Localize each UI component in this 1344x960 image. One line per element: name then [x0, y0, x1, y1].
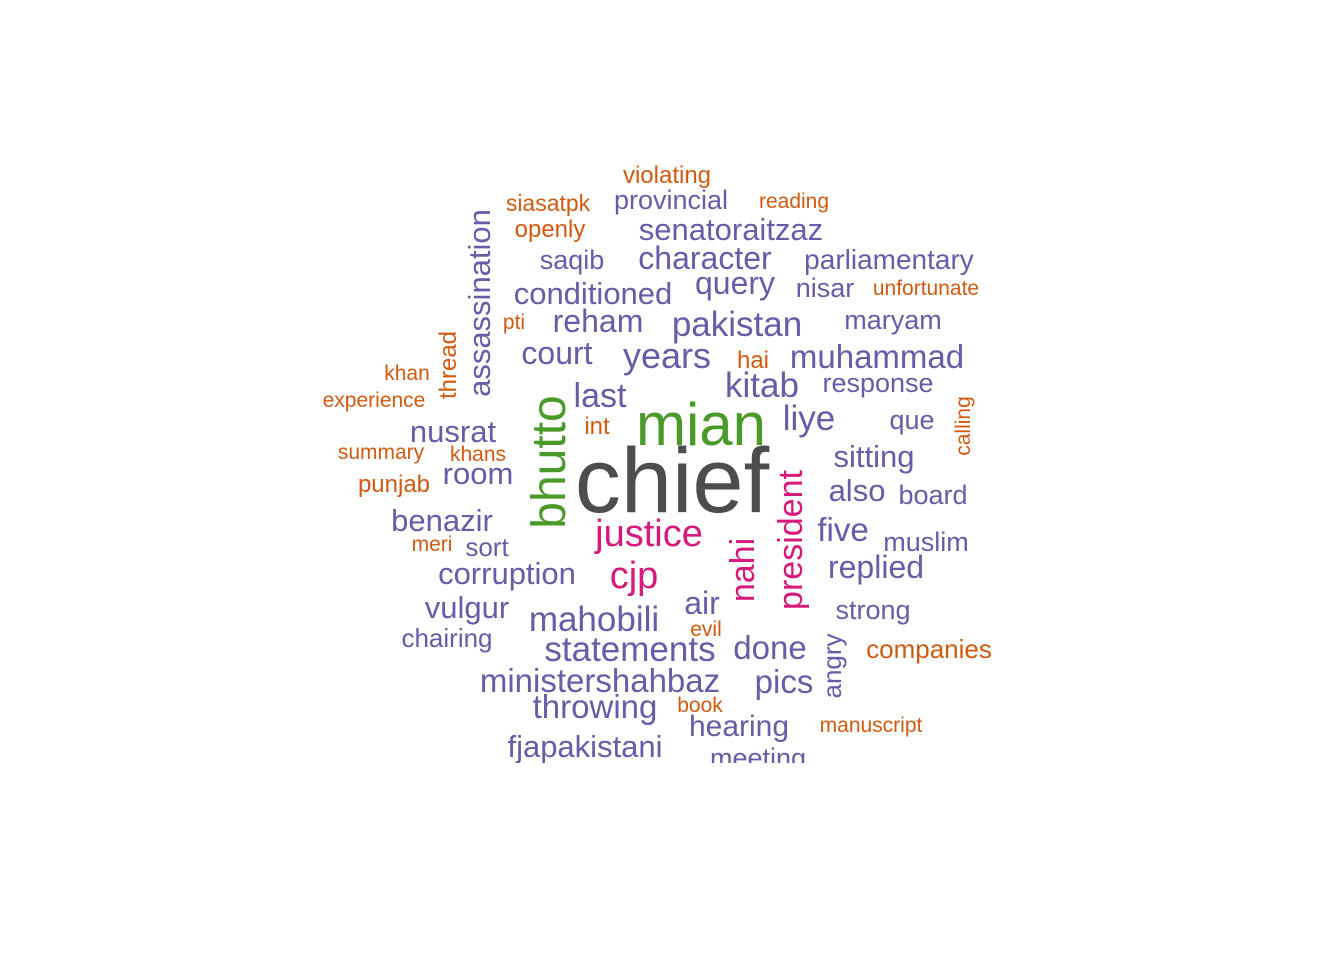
word-corruption: corruption — [438, 556, 576, 591]
word-five: five — [817, 511, 868, 548]
word-chief: chief — [575, 430, 770, 532]
word-manuscript: manuscript — [820, 714, 923, 737]
word-openly: openly — [515, 216, 586, 243]
word-also: also — [829, 473, 886, 508]
word-ministershahbaz: ministershahbaz — [480, 662, 720, 699]
word-replied: replied — [828, 549, 924, 585]
word-violating: violating — [623, 162, 711, 189]
word-khans: khans — [450, 443, 506, 466]
word-done: done — [733, 629, 806, 666]
word-meeting: meeting — [710, 743, 806, 773]
word-sitting: sitting — [834, 439, 915, 474]
word-calling: calling — [952, 396, 975, 456]
word-president: president — [772, 470, 810, 610]
word-saqib: saqib — [540, 245, 605, 275]
word-years: years — [623, 335, 711, 376]
word-cjp: cjp — [610, 555, 659, 597]
word-kitab: kitab — [725, 366, 799, 405]
word-bhutto: bhutto — [523, 395, 576, 528]
word-fjapakistani: fjapakistani — [507, 729, 662, 764]
word-air: air — [684, 585, 720, 621]
word-vulgur: vulgur — [425, 590, 509, 625]
word-justice: justice — [594, 513, 703, 555]
word-response: response — [822, 368, 933, 398]
word-provincial: provincial — [614, 185, 728, 215]
word-muslim: muslim — [883, 527, 969, 557]
word-room: room — [443, 456, 514, 491]
word-khan: khan — [384, 362, 430, 385]
word-strong: strong — [835, 595, 910, 625]
word-unfortunate: unfortunate — [873, 277, 979, 300]
word-pakistan: pakistan — [672, 305, 802, 344]
word-court: court — [521, 335, 592, 371]
word-reading: reading — [759, 190, 829, 213]
word-nusrat: nusrat — [410, 414, 497, 449]
word-hearing: hearing — [689, 710, 789, 743]
word-assassination: assassination — [462, 209, 497, 397]
word-benazir: benazir — [391, 503, 493, 538]
word-sort: sort — [465, 532, 509, 562]
word-reham: reham — [553, 303, 644, 339]
word-nahi: nahi — [724, 538, 762, 602]
word-summary: summary — [338, 441, 425, 464]
word-senatoraitzaz: senatoraitzaz — [639, 212, 823, 247]
word-nisar: nisar — [796, 273, 855, 303]
word-chairing: chairing — [401, 623, 492, 653]
word-thread: thread — [435, 331, 462, 399]
word-liye: liye — [783, 399, 836, 438]
word-query: query — [695, 265, 775, 301]
word-hai: hai — [737, 347, 769, 374]
word-angry: angry — [817, 633, 847, 698]
word-conditioned: conditioned — [514, 276, 673, 311]
word-muhammad: muhammad — [790, 338, 964, 375]
word-book: book — [677, 694, 723, 717]
word-statements: statements — [544, 630, 715, 669]
word-meri: meri — [412, 533, 453, 556]
word-parliamentary: parliamentary — [804, 244, 974, 275]
word-mian: mian — [636, 391, 766, 458]
word-experience: experience — [323, 389, 426, 412]
word-last: last — [574, 377, 627, 415]
word-siasatpk: siasatpk — [506, 190, 591, 216]
word-maryam: maryam — [844, 305, 942, 335]
word-int: int — [584, 413, 610, 440]
word-evil: evil — [690, 618, 722, 641]
word-punjab: punjab — [358, 471, 430, 498]
word-character: character — [638, 240, 772, 276]
word-throwing: throwing — [533, 688, 658, 725]
word-board: board — [898, 480, 967, 510]
word-companies: companies — [866, 634, 992, 664]
word-pics: pics — [755, 663, 814, 700]
word-que: que — [889, 405, 934, 435]
word-pti: pti — [503, 311, 525, 334]
word-mahobili: mahobili — [529, 600, 659, 639]
